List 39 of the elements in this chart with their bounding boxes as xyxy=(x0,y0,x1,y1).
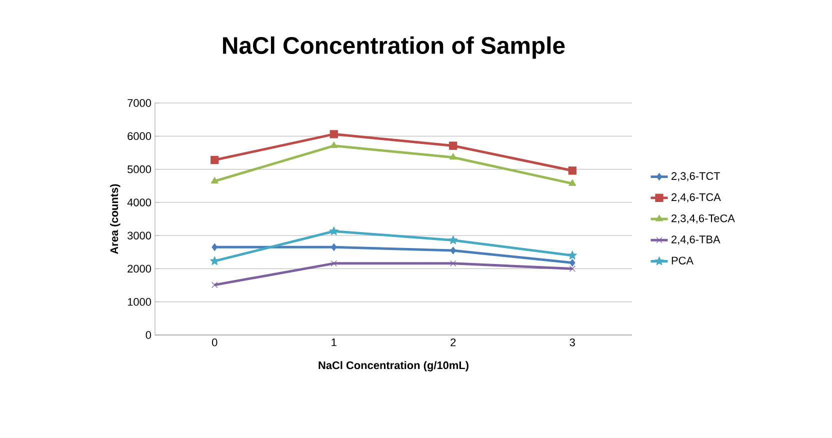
point xyxy=(210,156,219,164)
y-tick-label: 4000 xyxy=(127,198,152,206)
point xyxy=(329,226,338,236)
point xyxy=(568,250,577,260)
y-tick-label: 0 xyxy=(146,331,152,339)
y-tick-label: 5000 xyxy=(128,165,152,174)
point xyxy=(330,130,338,138)
point xyxy=(330,243,337,251)
y-tick-label: 3000 xyxy=(128,232,152,240)
legend-label: 2,4,6-TBA xyxy=(672,236,720,245)
point xyxy=(449,142,458,150)
point xyxy=(330,141,338,148)
point xyxy=(568,179,576,186)
chart-title: NaCl Concentration of Sample xyxy=(223,36,565,59)
point xyxy=(569,266,576,272)
legend-label: 2,4,6-TCA xyxy=(672,193,721,202)
point xyxy=(448,235,458,244)
point xyxy=(210,176,218,184)
point xyxy=(568,166,576,175)
y-tick-label: 1000 xyxy=(128,298,152,306)
y-tick-label: 6000 xyxy=(128,132,152,140)
y-tick-label: 2000 xyxy=(128,264,152,273)
point xyxy=(450,246,456,254)
point xyxy=(569,258,576,267)
legend-label: 2,3,6-TCT xyxy=(672,172,720,182)
x-tick-label: 2 xyxy=(450,338,456,346)
point xyxy=(449,153,457,160)
x-tick-label: 0 xyxy=(212,338,218,346)
point xyxy=(330,260,337,267)
point xyxy=(212,282,218,288)
x-axis-title: NaCl Concentration (g/10mL) xyxy=(318,361,468,372)
x-tick-label: 1 xyxy=(332,338,336,346)
point xyxy=(212,243,218,251)
legend-label: 2,3,4,6-TeCA xyxy=(672,214,735,224)
legend-label: PCA xyxy=(672,256,694,264)
y-axis-title: Area (counts) xyxy=(110,184,120,254)
point xyxy=(450,260,456,267)
y-tick-label: 7000 xyxy=(128,99,152,107)
x-tick-label: 3 xyxy=(570,338,575,346)
